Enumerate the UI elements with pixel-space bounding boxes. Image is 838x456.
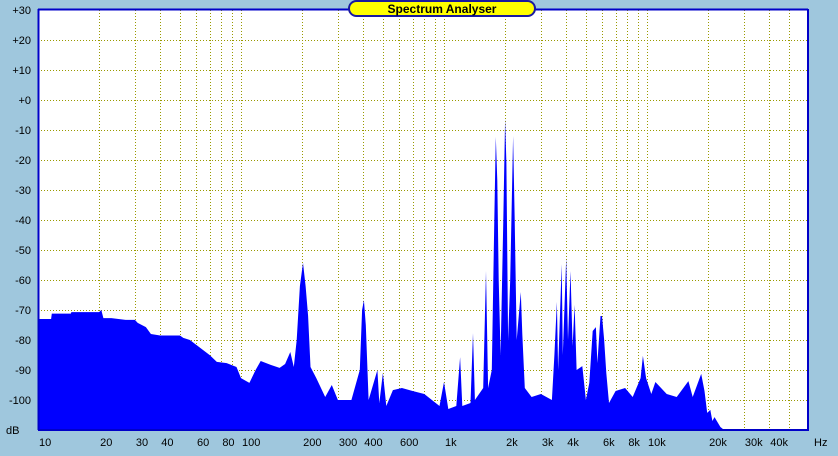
y-tick-label: -70 xyxy=(15,305,31,317)
x-tick-label: 2k xyxy=(506,437,518,449)
x-tick-label: 3k xyxy=(542,437,554,449)
x-axis-label: Hz xyxy=(814,437,827,449)
y-tick-label: +0 xyxy=(18,95,31,107)
x-tick-label: 6k xyxy=(603,437,615,449)
y-tick-label: -100 xyxy=(9,395,31,407)
x-tick-label: 8k xyxy=(628,437,640,449)
y-tick-label: -90 xyxy=(15,365,31,377)
spectrum-fill xyxy=(38,118,725,431)
x-tick-label: 10 xyxy=(39,437,51,449)
chart-title: Spectrum Analyser xyxy=(348,0,536,17)
x-tick-label: 30 xyxy=(136,437,148,449)
x-tick-label: 60 xyxy=(197,437,209,449)
x-tick-label: 80 xyxy=(222,437,234,449)
y-tick-label: -10 xyxy=(15,125,31,137)
y-tick-label: +30 xyxy=(12,5,31,17)
x-tick-label: 100 xyxy=(242,437,260,449)
x-tick-label: 10k xyxy=(648,437,666,449)
x-tick-label: 20k xyxy=(709,437,727,449)
y-tick-label: -80 xyxy=(15,335,31,347)
x-tick-label: 400 xyxy=(364,437,382,449)
x-tick-label: 40k xyxy=(770,437,788,449)
y-tick-label: -20 xyxy=(15,155,31,167)
x-tick-label: 40 xyxy=(161,437,173,449)
x-tick-label: 300 xyxy=(339,437,357,449)
y-axis-label: dB xyxy=(6,425,19,437)
y-tick-label: -30 xyxy=(15,185,31,197)
x-tick-label: 1k xyxy=(445,437,457,449)
x-tick-label: 20 xyxy=(100,437,112,449)
x-tick-label: 30k xyxy=(745,437,763,449)
x-tick-label: 200 xyxy=(303,437,321,449)
y-tick-label: -40 xyxy=(15,215,31,227)
x-tick-label: 4k xyxy=(567,437,579,449)
y-tick-label: -50 xyxy=(15,245,31,257)
y-tick-label: -60 xyxy=(15,275,31,287)
y-tick-label: +10 xyxy=(12,65,31,77)
x-tick-label: 600 xyxy=(400,437,418,449)
y-tick-label: +20 xyxy=(12,35,31,47)
